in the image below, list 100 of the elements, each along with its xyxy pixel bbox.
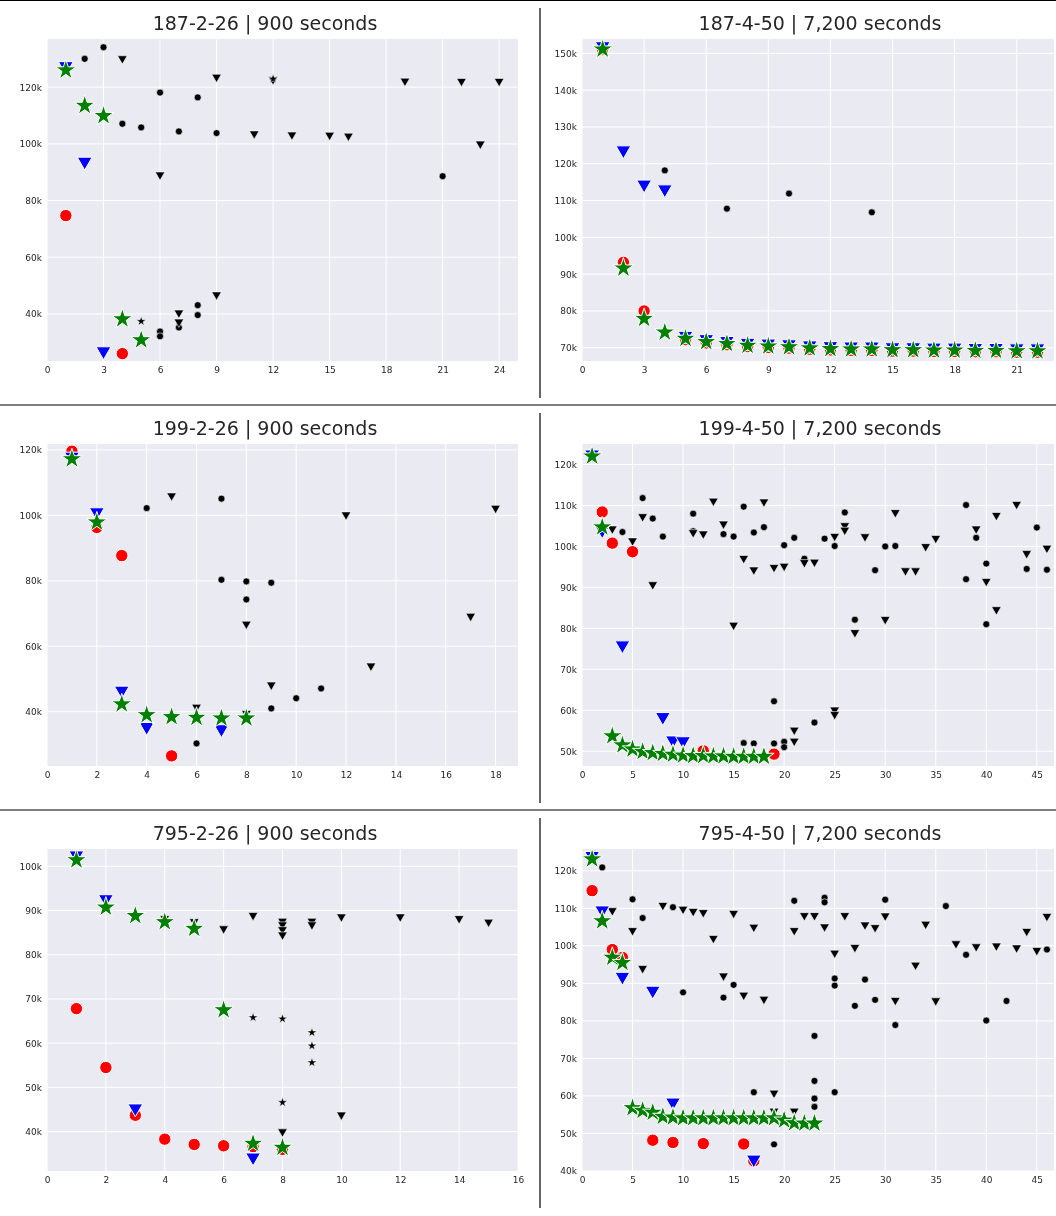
x-tick-label: 6 <box>157 365 164 376</box>
y-tick-label: 100k <box>19 861 43 872</box>
x-tick-label: 18 <box>490 770 503 781</box>
x-tick-label: 14 <box>390 770 403 781</box>
x-tick-label: 16 <box>440 770 453 781</box>
x-tick-label: 12 <box>825 365 837 376</box>
x-tick-label: 4 <box>162 1175 169 1186</box>
x-tick-label: 16 <box>512 1175 525 1186</box>
y-tick-label: 150k <box>554 48 578 59</box>
x-tick-label: 6 <box>703 365 710 376</box>
x-tick-label: 9 <box>765 365 772 376</box>
x-tick-label: 5 <box>630 1175 636 1186</box>
y-tick-label: 60k <box>560 1091 578 1102</box>
y-tick-label: 50k <box>25 1082 43 1093</box>
y-tick-label: 110k <box>554 500 578 511</box>
x-tick-label: 0 <box>579 365 586 376</box>
x-tick-label: 5 <box>630 770 636 781</box>
x-tick-label: 6 <box>221 1175 228 1186</box>
y-tick-label: 90k <box>25 905 43 916</box>
chart-title: 199-4-50 | 7,200 seconds <box>698 417 942 440</box>
y-tick-label: 120k <box>554 866 578 877</box>
y-tick-label: 70k <box>560 664 578 675</box>
chart-title: 795-2-26 | 900 seconds <box>152 822 378 845</box>
y-tick-label: 60k <box>25 1038 43 1049</box>
y-tick-label: 100k <box>554 941 578 952</box>
x-tick-label: 10 <box>290 770 303 781</box>
y-tick-label: 100k <box>19 139 43 150</box>
x-tick-label: 21 <box>437 365 449 376</box>
x-tick-label: 10 <box>336 1175 348 1186</box>
x-tick-label: 2 <box>103 1175 110 1186</box>
x-tick-label: 0 <box>579 1175 586 1186</box>
y-tick-label: 90k <box>560 582 578 593</box>
x-tick-label: 4 <box>144 770 151 781</box>
x-tick-label: 15 <box>887 365 899 376</box>
y-tick-label: 100k <box>554 232 578 243</box>
x-tick-label: 20 <box>778 1175 791 1186</box>
x-tick-label: 15 <box>728 1175 740 1186</box>
chart-title: 795-4-50 | 7,200 seconds <box>698 822 942 845</box>
y-tick-label: 40k <box>25 309 43 320</box>
x-tick-label: 12 <box>267 365 280 376</box>
chart-title: 187-4-50 | 7,200 seconds <box>698 12 942 35</box>
x-tick-label: 0 <box>579 770 586 781</box>
y-tick-label: 80k <box>560 623 578 634</box>
y-tick-label: 110k <box>554 195 578 206</box>
x-tick-label: 15 <box>324 365 336 376</box>
y-tick-label: 90k <box>560 978 578 989</box>
chart-title: 199-2-26 | 900 seconds <box>152 417 378 440</box>
y-tick-label: 70k <box>25 994 43 1005</box>
y-tick-label: 40k <box>25 707 43 718</box>
x-tick-label: 24 <box>493 365 506 376</box>
x-tick-label: 40 <box>981 770 993 781</box>
y-tick-label: 60k <box>560 705 578 716</box>
x-tick-label: 12 <box>395 1175 407 1186</box>
y-tick-label: 70k <box>560 1053 578 1064</box>
y-tick-label: 40k <box>25 1127 43 1138</box>
x-tick-label: 35 <box>930 1175 942 1186</box>
x-tick-label: 3 <box>101 365 107 376</box>
y-tick-label: 60k <box>25 641 43 652</box>
y-tick-label: 130k <box>554 122 578 133</box>
x-tick-label: 0 <box>44 365 51 376</box>
x-tick-label: 12 <box>340 770 353 781</box>
x-tick-label: 0 <box>44 1175 51 1186</box>
x-tick-label: 45 <box>1031 1175 1044 1186</box>
chart-title: 187-2-26 | 900 seconds <box>152 12 378 35</box>
y-tick-label: 120k <box>19 445 43 456</box>
x-tick-label: 6 <box>194 770 201 781</box>
x-tick-label: 21 <box>1011 365 1023 376</box>
x-tick-label: 18 <box>949 365 962 376</box>
x-tick-label: 8 <box>280 1175 287 1186</box>
x-tick-label: 3 <box>641 365 648 376</box>
x-tick-label: 8 <box>244 770 250 781</box>
x-tick-label: 0 <box>44 770 51 781</box>
x-tick-label: 2 <box>94 770 101 781</box>
y-tick-label: 80k <box>560 1016 578 1027</box>
x-tick-label: 9 <box>214 365 221 376</box>
x-tick-label: 18 <box>380 365 393 376</box>
y-tick-label: 80k <box>25 195 43 206</box>
x-tick-label: 30 <box>879 1175 892 1186</box>
x-tick-label: 35 <box>930 770 942 781</box>
x-tick-label: 10 <box>677 1175 690 1186</box>
y-tick-label: 120k <box>554 159 578 170</box>
y-tick-label: 50k <box>560 1128 578 1139</box>
x-tick-label: 20 <box>778 770 791 781</box>
y-tick-label: 90k <box>560 269 578 280</box>
x-tick-label: 10 <box>677 770 690 781</box>
x-tick-label: 40 <box>981 1175 993 1186</box>
y-tick-label: 120k <box>19 82 43 93</box>
y-tick-label: 120k <box>554 459 578 470</box>
y-tick-label: 100k <box>19 510 43 521</box>
y-tick-label: 100k <box>554 541 578 552</box>
x-tick-label: 15 <box>728 770 740 781</box>
y-tick-label: 80k <box>560 306 578 317</box>
x-tick-label: 14 <box>453 1175 466 1186</box>
y-tick-label: 140k <box>554 85 578 96</box>
y-tick-label: 50k <box>560 746 578 757</box>
y-tick-label: 60k <box>25 252 43 263</box>
y-tick-label: 80k <box>25 576 43 587</box>
x-tick-label: 30 <box>879 770 892 781</box>
x-tick-label: 25 <box>829 1175 841 1186</box>
y-tick-label: 80k <box>25 950 43 961</box>
